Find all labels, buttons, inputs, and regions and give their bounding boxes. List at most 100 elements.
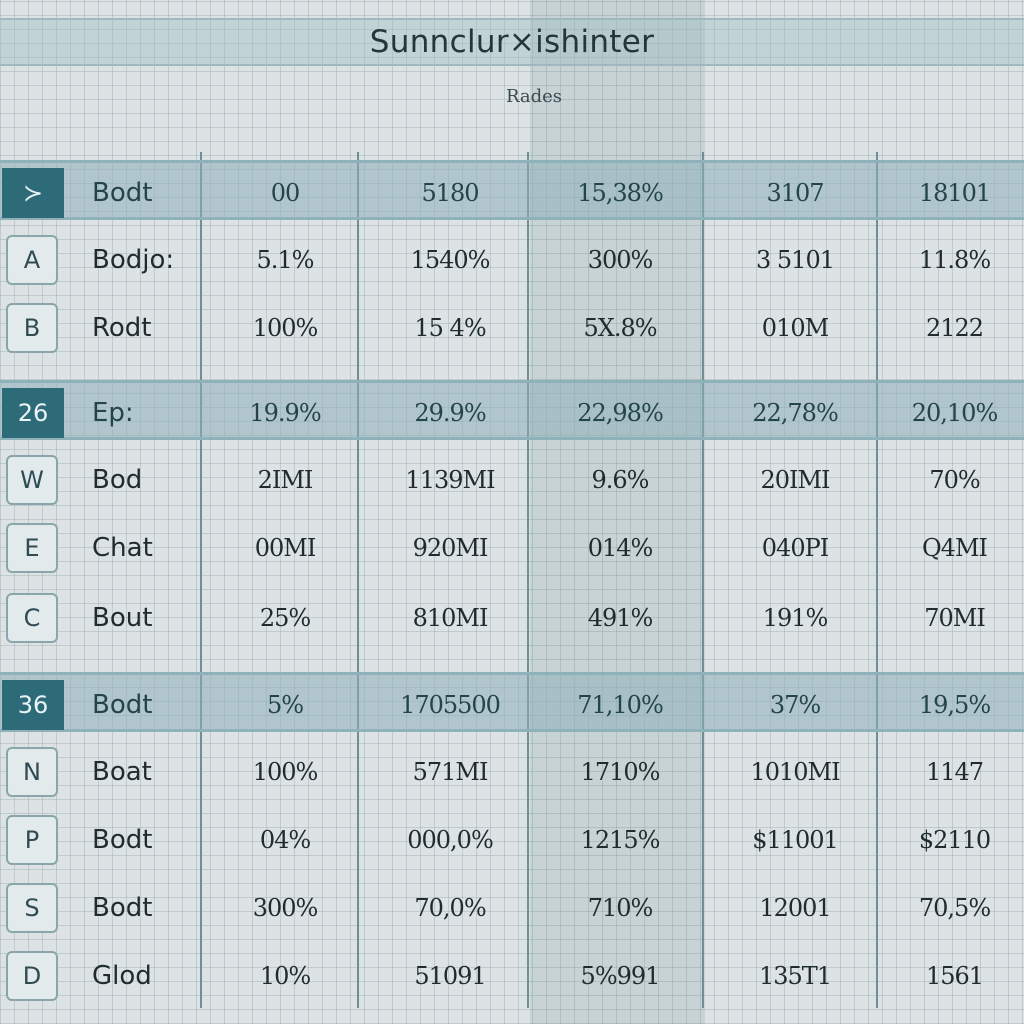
- table-cell: 1147: [925, 758, 984, 786]
- row-label: Bodt: [92, 690, 153, 720]
- table-row[interactable]: B Rodt 100% 15 4% 5X.8% 010M 2122: [0, 298, 1024, 358]
- row-label: Chat: [92, 533, 153, 563]
- table-row[interactable]: W Bod 2IMI 1139MI 9.6% 20IMI 70%: [0, 450, 1024, 510]
- row-label: Ep:: [92, 398, 134, 428]
- row-label: Bout: [92, 603, 153, 633]
- table-cell: 70,0%: [414, 894, 486, 922]
- title-bar: Sunnclur×ishinter: [0, 18, 1024, 66]
- table-cell: 11.8%: [918, 246, 991, 274]
- table-cell: 920MI: [412, 534, 489, 562]
- row-badge: E: [6, 523, 58, 573]
- row-badge: C: [6, 593, 58, 643]
- row-label: Boat: [92, 757, 152, 787]
- table-cell: 19.9%: [249, 399, 321, 427]
- page-subtitle: Rades: [505, 86, 563, 107]
- table-cell: 70%: [929, 466, 980, 494]
- table-cell: 571MI: [412, 758, 489, 786]
- table-cell: 2122: [925, 314, 984, 342]
- table-cell: 22,78%: [752, 399, 839, 427]
- table-cell: 191%: [762, 604, 829, 632]
- row-badge: P: [6, 815, 58, 865]
- table-cell: 00MI: [254, 534, 317, 562]
- table-cell: 3 5101: [756, 246, 835, 274]
- highlighted-column-shade: [530, 0, 705, 1024]
- table-cell: 22,98%: [577, 399, 664, 427]
- table-row[interactable]: N Boat 100% 571MI 1710% 1010MI 1147: [0, 742, 1024, 802]
- row-badge: 36: [2, 680, 64, 730]
- table-row[interactable]: E Chat 00MI 920MI 014% 040PI Q4MI: [0, 518, 1024, 578]
- table-cell: 3107: [766, 179, 824, 207]
- row-label: Bodt: [92, 893, 153, 923]
- column-divider: [876, 152, 878, 1008]
- table-cell: 1215%: [580, 826, 661, 854]
- column-divider: [702, 152, 704, 1008]
- table-cell: 70,5%: [918, 894, 991, 922]
- row-label: Rodt: [92, 313, 152, 343]
- row-label: Bodjo:: [92, 245, 175, 275]
- table-cell: 70MI: [924, 604, 986, 632]
- row-badge: D: [6, 951, 58, 1001]
- table-cell: 20,10%: [911, 399, 999, 427]
- row-label: Bod: [92, 465, 143, 495]
- table-cell: 5X.8%: [583, 314, 657, 342]
- table-row[interactable]: 36 Bodt 5% 1705500 71,10% 37% 19,5%: [0, 672, 1024, 732]
- table-cell: 5.1%: [256, 246, 315, 274]
- row-label: Glod: [92, 961, 152, 991]
- table-cell: $2110: [918, 826, 991, 854]
- table-cell: 1139MI: [405, 466, 495, 494]
- page-title: Sunnclur×ishinter: [369, 24, 655, 60]
- table-cell: 20IMI: [760, 466, 830, 494]
- table-cell: 51091: [414, 962, 486, 990]
- table-row[interactable]: ≻ Bodt 00 5180 15,38% 3107 18101: [0, 160, 1024, 220]
- row-badge: 26: [2, 388, 64, 438]
- table-cell: 15 4%: [414, 314, 486, 342]
- table-cell: Q4MI: [922, 534, 988, 562]
- table-cell: 5%: [266, 691, 304, 719]
- table-cell: 014%: [587, 534, 654, 562]
- table-cell: 000,0%: [407, 826, 494, 854]
- table-row[interactable]: 26 Ep: 19.9% 29.9% 22,98% 22,78% 20,10%: [0, 380, 1024, 440]
- table-cell: 810MI: [412, 604, 489, 632]
- table-cell: $11001: [752, 826, 839, 854]
- table-cell: 300%: [252, 894, 319, 922]
- table-cell: 5180: [421, 179, 479, 207]
- table-cell: 2IMI: [257, 466, 314, 494]
- table-cell: 9.6%: [591, 466, 650, 494]
- column-divider: [200, 152, 202, 1008]
- table-cell: 135T1: [758, 962, 832, 990]
- table-cell: 00: [270, 179, 301, 207]
- table-cell: 710%: [587, 894, 654, 922]
- row-badge: ≻: [2, 168, 64, 218]
- row-badge: N: [6, 747, 58, 797]
- row-label: Bodt: [92, 178, 153, 208]
- table-row[interactable]: A Bodjo: 5.1% 1540% 300% 3 5101 11.8%: [0, 230, 1024, 290]
- table-cell: 5%991: [580, 962, 661, 990]
- row-badge: S: [6, 883, 58, 933]
- table-cell: 010M: [761, 314, 829, 342]
- table-row[interactable]: D Glod 10% 51091 5%991 135T1 1561: [0, 946, 1024, 1006]
- table-cell: 04%: [259, 826, 311, 854]
- row-badge: A: [6, 235, 58, 285]
- table-cell: 1561: [925, 962, 984, 990]
- table-row[interactable]: S Bodt 300% 70,0% 710% 12001 70,5%: [0, 878, 1024, 938]
- table-row[interactable]: P Bodt 04% 000,0% 1215% $11001 $2110: [0, 810, 1024, 870]
- table-cell: 71,10%: [577, 691, 664, 719]
- column-divider: [527, 152, 529, 1008]
- table-cell: 1705500: [400, 691, 501, 719]
- table-cell: 12001: [759, 894, 831, 922]
- table-cell: 19,5%: [918, 691, 991, 719]
- table-cell: 100%: [252, 314, 319, 342]
- table-cell: 300%: [587, 246, 654, 274]
- table-row[interactable]: C Bout 25% 810MI 491% 191% 70MI: [0, 588, 1024, 648]
- table-cell: 1010MI: [750, 758, 840, 786]
- table-cell: 10%: [259, 962, 311, 990]
- table-cell: 100%: [252, 758, 319, 786]
- table-cell: 18101: [918, 179, 991, 207]
- column-divider: [357, 152, 359, 1008]
- table-cell: 25%: [259, 604, 311, 632]
- table-cell: 1540%: [410, 246, 491, 274]
- row-badge: B: [6, 303, 58, 353]
- table-cell: 491%: [587, 604, 654, 632]
- row-label: Bodt: [92, 825, 153, 855]
- table-cell: 37%: [769, 691, 821, 719]
